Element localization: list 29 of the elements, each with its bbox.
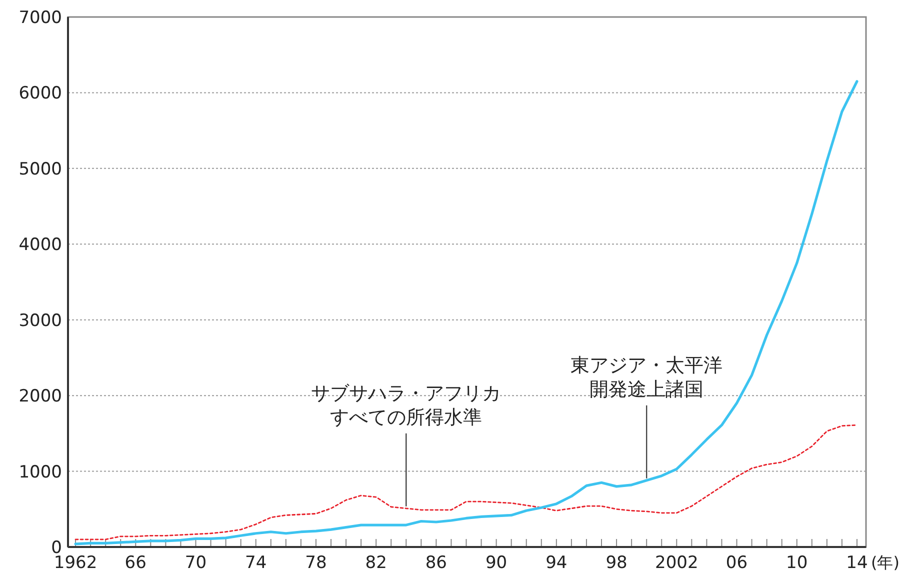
x-tick-label: 90 (485, 553, 508, 573)
x-tick-label: 14 (846, 553, 868, 573)
y-tick-label: 2000 (18, 386, 62, 407)
y-tick-label: 7000 (18, 8, 62, 28)
y-tick-label: 3000 (18, 310, 62, 331)
annotation: 東アジア・太平洋 (570, 354, 723, 376)
x-tick-label: 10 (786, 553, 808, 573)
line-series (74, 80, 858, 546)
annotation: 開発途上諸国 (590, 378, 704, 400)
y-tick-label: 4000 (18, 235, 62, 256)
annotation: 東アジア・太平洋 開発途上諸国 (570, 354, 723, 478)
y-tick-label: 5000 (18, 159, 62, 180)
y-tick-label: 6000 (18, 84, 62, 104)
annotation: すべての所得水準 (330, 406, 482, 428)
y-tick-label: 1000 (18, 462, 62, 482)
x-tick-label: 06 (726, 553, 748, 573)
x-tick-label: 1962 (54, 553, 98, 573)
x-axis-title: (年) (871, 553, 900, 572)
annotation: サブサハラ・アフリカ すべての所得水準 (311, 382, 502, 506)
x-tick-label: 78 (305, 553, 327, 573)
x-tick-label: 86 (425, 553, 448, 573)
x-tick-label: 70 (184, 553, 207, 573)
x-tick-label: 82 (365, 553, 387, 573)
x-tick-label: 98 (606, 553, 628, 573)
x-tick-label: 66 (124, 553, 146, 573)
x-tick-label: 2002 (655, 553, 698, 573)
x-tick-label: 94 (546, 553, 568, 573)
x-tick-label: 74 (245, 553, 267, 573)
annotation: サブサハラ・アフリカ (311, 382, 502, 404)
